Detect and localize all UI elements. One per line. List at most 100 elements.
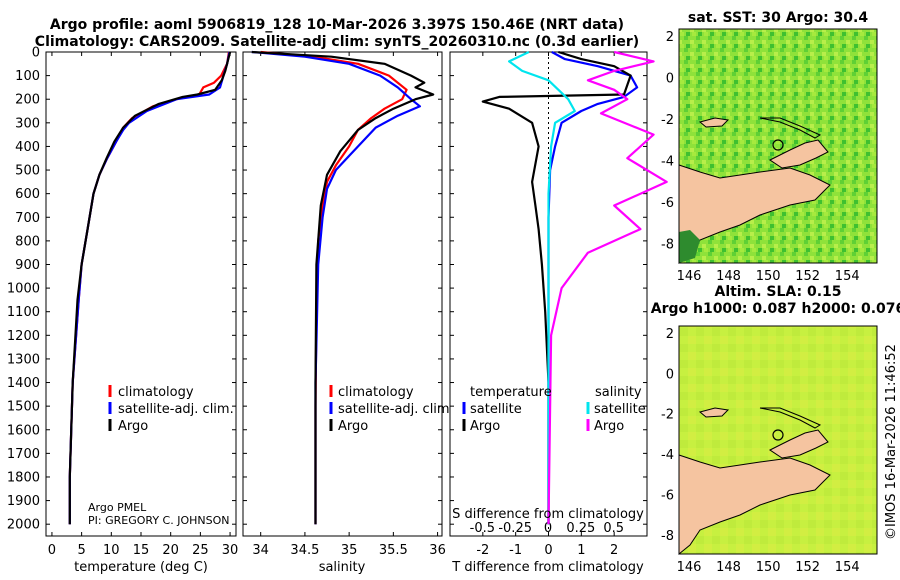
x2-tick-label: 0: [544, 521, 552, 536]
sla-map-panel: Altim. SLA: 0.15 Argo h1000: 0.087 h2000…: [651, 284, 900, 575]
map-x-tick-label: 148: [716, 269, 741, 284]
map-y-tick-label: 2: [666, 327, 674, 342]
map-y-tick-label: -6: [661, 196, 674, 211]
depth-tick-label: 1400: [7, 376, 40, 391]
x-tick-label: 0: [544, 543, 552, 558]
manus-island-land: [698, 117, 730, 128]
x-tick-label: 1: [577, 543, 585, 558]
depth-tick-label: 400: [15, 140, 40, 155]
depth-tick-label: 700: [15, 211, 40, 226]
legend-s-argo-label: Argo: [338, 419, 368, 434]
depth-tick-label: 1900: [7, 494, 40, 509]
map-y-tick-label: 0: [666, 71, 674, 86]
x-tick-label: 35: [341, 543, 358, 558]
difference-series: [481, 50, 668, 525]
map-y-tick-label: 0: [666, 367, 674, 382]
x-tick-label: 36: [429, 543, 446, 558]
imos-credit: ©IMOS 16-Mar-2026 11:46:52: [884, 344, 899, 540]
temperature-xlabel: temperature (deg C): [74, 560, 208, 575]
sla-new-guinea-land: [678, 454, 831, 556]
series-line-satellite-adj-clim-: [251, 50, 421, 525]
s-difference-xlabel: S difference from climatology: [452, 507, 644, 522]
map-y-tick-label: -4: [661, 448, 674, 463]
map-y-tick-label: -4: [661, 154, 674, 169]
salinity-plot-frame: [242, 51, 443, 537]
temperature-series: [68, 51, 232, 525]
x-tick-label: 10: [103, 543, 120, 558]
depth-tick-label: 2000: [7, 518, 40, 533]
depth-tick-label: 500: [15, 164, 40, 179]
depth-tick-label: 600: [15, 187, 40, 202]
map-x-tick-label: 146: [677, 269, 702, 284]
legend-t-argo-label: Argo: [470, 419, 500, 434]
legend-s-argo-diff-label: Argo: [594, 419, 624, 434]
map-x-tick-label: 146: [677, 560, 702, 575]
map-y-tick-label: 2: [666, 30, 674, 45]
sla-new-britain-land: [769, 429, 829, 459]
figure-title-line1: Argo profile: aoml 5906819_128 10-Mar-20…: [50, 17, 624, 33]
salinity-tick-labels: 34 34.5 35 35.5 36: [252, 543, 445, 558]
legend-s-satellite-label: satellite-adj. clim.: [338, 402, 454, 417]
legend-t-satellite-label: satellite: [470, 402, 522, 417]
x-tick-label: 20: [162, 543, 179, 558]
difference-panel: -2 -1 0 1 2 -0.5 -0.25 0 0.25 0.5 T difference f…: [449, 50, 668, 575]
pi-name: PI: GREGORY C. JOHNSON: [88, 514, 229, 527]
map-x-tick-label: 154: [835, 269, 860, 284]
map-x-tick-label: 154: [835, 560, 860, 575]
series-line-satellite-adj-clim-: [68, 51, 231, 525]
map-x-tick-label: 152: [795, 560, 820, 575]
new-ireland-coast: [759, 117, 822, 139]
x-tick-label: 34.5: [290, 543, 319, 558]
x-tick-label: 15: [133, 543, 150, 558]
sla-manus-island-land: [698, 407, 730, 418]
difference-legend: temperature salinity satellite Argo sate…: [462, 385, 646, 434]
depth-tick-label: 1700: [7, 447, 40, 462]
depth-tick-label: 900: [15, 258, 40, 273]
x-tick-label: -1: [509, 543, 522, 558]
depth-tick-label: 1800: [7, 470, 40, 485]
x2-tick-label: -0.5: [470, 521, 495, 536]
sst-map-frame: [678, 28, 878, 264]
map-x-tick-label: 150: [756, 269, 781, 284]
temperature-plot-frame: [45, 51, 237, 537]
depth-tick-labels: 0 100 200 300 400 500 600 700 800 900 1000 1100 1200…: [7, 46, 40, 533]
sst-map-title: sat. SST: 30 Argo: 30.4: [688, 10, 868, 26]
depth-tick-label: 1600: [7, 423, 40, 438]
sla-map-frame: [678, 325, 878, 555]
sla-map-ticks: 146 148 150 152 154 2 0 -2 -4 -6 -8: [661, 327, 860, 575]
pi-institution: Argo PMEL: [88, 501, 147, 514]
salinity-legend: climatology satellite-adj. clim. Argo: [329, 385, 454, 434]
legend-salinity-title: salinity: [595, 385, 642, 400]
salinity-panel: 34 34.5 35 35.5 36 salinity climatology sate…: [242, 50, 454, 575]
sst-map-panel: sat. SST: 30 Argo: 30.4 146 148 150 152 154 2…: [661, 10, 878, 284]
x-tick-label: 30: [222, 543, 239, 558]
x-tick-label: -2: [476, 543, 489, 558]
series-line-t-argo: [481, 50, 632, 525]
x-tick-label: 25: [192, 543, 209, 558]
sst-map-ticks: 146 148 150 152 154 2 0 -2 -4 -6 -8: [661, 30, 860, 284]
new-britain-land: [769, 139, 829, 169]
sst-argo-marker: [772, 139, 784, 151]
x-tick-label: 34: [252, 543, 269, 558]
depth-tick-label: 1500: [7, 400, 40, 415]
map-x-tick-label: 152: [795, 269, 820, 284]
depth-tick-label: 100: [15, 69, 40, 84]
series-line-argo: [251, 50, 435, 525]
depth-tick-label: 1300: [7, 352, 40, 367]
x-tick-label: 5: [77, 543, 85, 558]
salinity-xlabel: salinity: [319, 560, 366, 575]
map-y-tick-label: -6: [661, 488, 674, 503]
legend-temperature-title: temperature: [470, 385, 552, 400]
temperature-grid: [46, 51, 236, 536]
figure-title-line2: Climatology: CARS2009. Satellite-adj cli…: [35, 34, 639, 50]
x-tick-label: 35.5: [379, 543, 408, 558]
temperature-tick-labels: 0 5 10 15 20 25 30: [48, 543, 239, 558]
depth-tick-label: 300: [15, 116, 40, 131]
x2-tick-label: 0.25: [566, 521, 595, 536]
x2-tick-label: -0.25: [498, 521, 532, 536]
x2-tick-label: 0.5: [603, 521, 624, 536]
series-line-argo: [68, 51, 232, 525]
legend-s-climatology-label: climatology: [338, 385, 414, 400]
temperature-panel: 0100200300400500600700800900100011001200…: [7, 46, 238, 576]
